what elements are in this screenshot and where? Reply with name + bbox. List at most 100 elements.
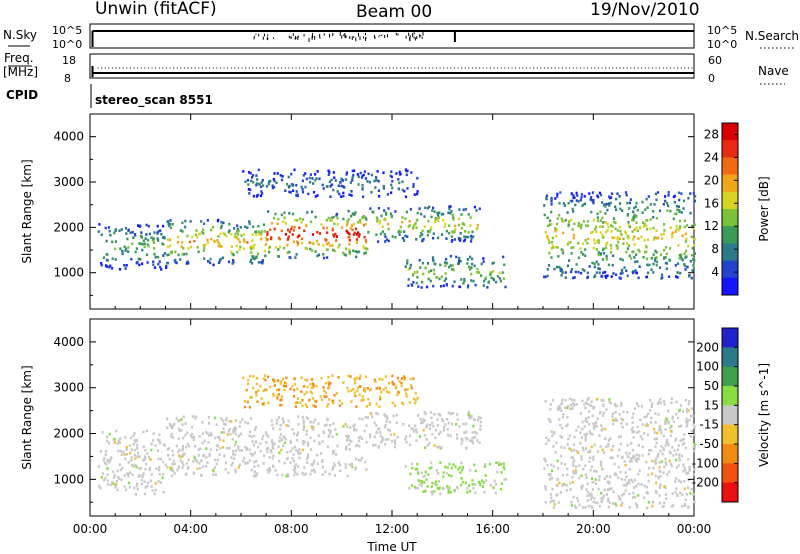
echo-cell — [460, 461, 463, 465]
echo-cell — [572, 194, 575, 197]
echo-cell — [431, 432, 434, 436]
echo-cell — [352, 233, 355, 236]
echo-cell — [115, 480, 118, 483]
echo-cell — [396, 435, 399, 439]
echo-cell — [298, 456, 301, 460]
echo-cell — [384, 218, 387, 221]
echo-cell — [270, 450, 273, 454]
echo-cell — [425, 424, 428, 428]
echo-cell — [470, 272, 473, 276]
echo-cell — [456, 437, 459, 440]
echo-cell — [655, 236, 658, 240]
echo-cell — [465, 235, 468, 239]
echo-cell — [378, 222, 381, 225]
echo-cell — [666, 209, 669, 212]
echo-cell — [681, 234, 684, 238]
echo-cell — [244, 180, 247, 183]
echo-cell — [324, 470, 327, 474]
echo-cell — [550, 247, 553, 250]
echo-cell — [347, 218, 350, 221]
colorbar-segment — [722, 243, 738, 261]
echo-cell — [255, 393, 258, 397]
echo-cell — [209, 432, 212, 435]
echo-cell — [314, 173, 317, 176]
echo-cell — [655, 491, 658, 495]
echo-cell — [430, 416, 433, 420]
echo-cell — [287, 228, 290, 232]
echo-cell — [262, 434, 265, 438]
echo-cell — [590, 493, 593, 496]
echo-cell — [602, 399, 605, 402]
echo-cell — [601, 468, 604, 471]
echo-cell — [655, 457, 658, 461]
echo-cell — [350, 389, 353, 392]
echo-cell — [322, 187, 325, 190]
echo-cell — [144, 468, 147, 471]
echo-cell — [432, 424, 435, 428]
echo-cell — [300, 376, 303, 379]
echo-cell — [319, 395, 322, 398]
echo-cell — [329, 382, 332, 385]
echo-cell — [669, 226, 672, 229]
echo-cell — [679, 271, 682, 275]
echo-cell — [638, 250, 641, 253]
echo-cell — [294, 218, 297, 222]
echo-cell — [406, 187, 409, 190]
echo-cell — [487, 280, 491, 284]
echo-cell — [573, 276, 576, 279]
echo-cell — [259, 385, 262, 388]
echo-cell — [596, 501, 599, 505]
echo-cell — [263, 454, 266, 458]
echo-cell — [181, 241, 184, 244]
echo-cell — [643, 239, 646, 242]
echo-cell — [119, 437, 122, 440]
echo-cell — [316, 231, 319, 234]
echo-cell — [667, 409, 670, 413]
echo-cell — [590, 196, 593, 199]
echo-cell — [415, 281, 418, 285]
echo-cell — [419, 235, 422, 238]
echo-cell — [318, 441, 321, 444]
echo-cell — [380, 390, 383, 394]
echo-cell — [544, 459, 547, 463]
echo-cell — [647, 479, 650, 483]
echo-cell — [221, 256, 224, 260]
echo-cell — [599, 225, 602, 228]
echo-cell — [409, 266, 412, 270]
echo-cell — [659, 426, 662, 430]
echo-cell — [208, 452, 211, 456]
echo-cell — [674, 264, 677, 267]
echo-cell — [467, 235, 470, 239]
echo-cell — [322, 386, 325, 389]
echo-cell — [301, 416, 304, 419]
echo-cell — [315, 384, 318, 388]
nsky-dip — [267, 34, 269, 36]
echo-cell — [156, 224, 159, 228]
echo-cell — [602, 404, 605, 408]
echo-cell — [620, 456, 623, 460]
echo-cell — [585, 447, 588, 450]
echo-cell — [685, 472, 688, 475]
echo-cell — [475, 209, 478, 212]
echo-cell — [278, 440, 281, 443]
echo-cell — [344, 253, 348, 257]
echo-cell — [358, 393, 361, 397]
echo-cell — [264, 374, 267, 377]
echo-cell — [434, 436, 437, 440]
echo-cell — [294, 463, 297, 466]
nsky-dip — [395, 32, 397, 36]
echo-cell — [610, 196, 613, 199]
echo-cell — [566, 423, 569, 426]
echo-cell — [282, 444, 285, 448]
echo-cell — [584, 254, 587, 257]
colorbar-tick-label: 100 — [696, 360, 719, 374]
echo-cell — [428, 442, 431, 445]
echo-cell — [497, 461, 500, 464]
echo-cell — [377, 206, 380, 210]
echo-cell — [599, 231, 602, 234]
echo-cell — [667, 191, 670, 194]
echo-cell — [266, 233, 269, 236]
echo-cell — [410, 384, 413, 387]
echo-cell — [632, 271, 635, 275]
echo-cell — [279, 403, 282, 407]
